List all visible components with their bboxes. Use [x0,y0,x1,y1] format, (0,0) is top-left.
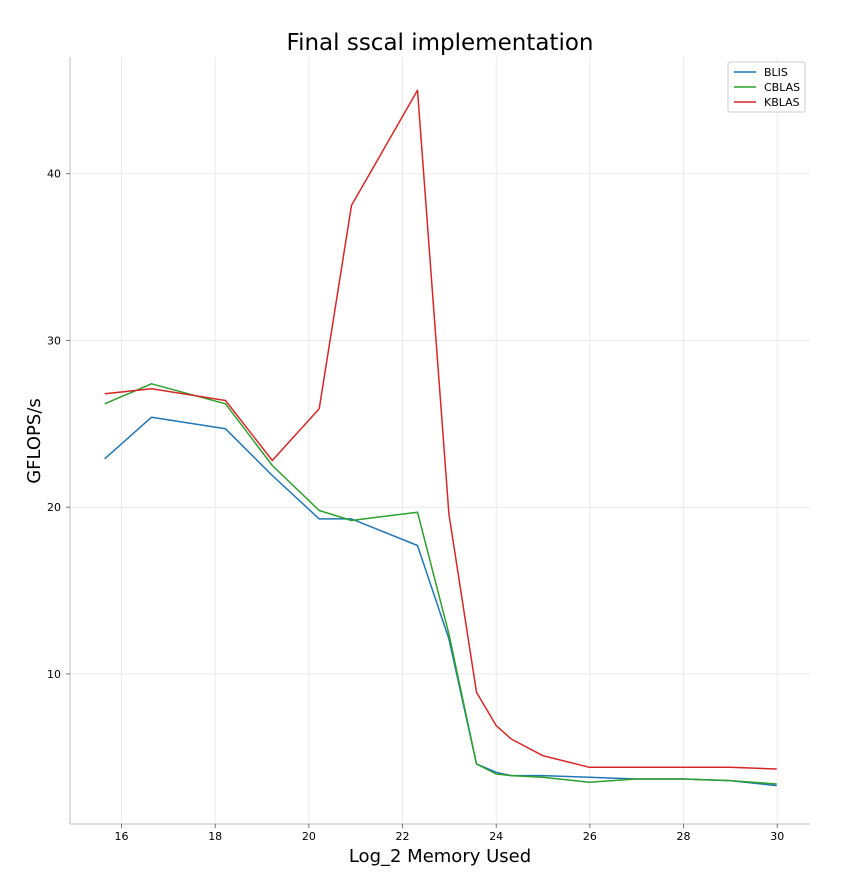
x-tick-label: 30 [770,830,784,843]
ticks: 16 18 20 22 24 26 28 30 10 20 30 40 [47,168,784,843]
series-lines [104,89,777,787]
x-tick-label: 28 [677,830,691,843]
legend: BLIS CBLAS KBLAS [727,61,806,113]
x-tick-label: 24 [489,830,503,843]
y-tick-label: 30 [47,334,61,347]
series-line-cblas [104,383,777,785]
x-tick-label: 22 [396,830,410,843]
x-tick-label: 18 [208,830,222,843]
series-line-kblas [104,89,777,770]
y-tick-label: 20 [47,501,61,514]
legend-label-kblas: KBLAS [764,96,800,109]
legend-label-blis: BLIS [764,66,788,79]
x-tick-label: 26 [583,830,597,843]
grid [70,57,810,824]
x-tick-label: 16 [115,830,129,843]
legend-label-cblas: CBLAS [764,81,800,94]
y-axis-label: GFLOPS/s [24,398,45,484]
axes [69,57,810,825]
chart-title: Final sscal implementation [287,30,594,56]
x-tick-label: 20 [302,830,316,843]
y-tick-label: 40 [47,168,61,181]
y-tick-label: 10 [47,668,61,681]
legend-box [727,61,806,113]
x-axis-label: Log_2 Memory Used [349,846,531,867]
